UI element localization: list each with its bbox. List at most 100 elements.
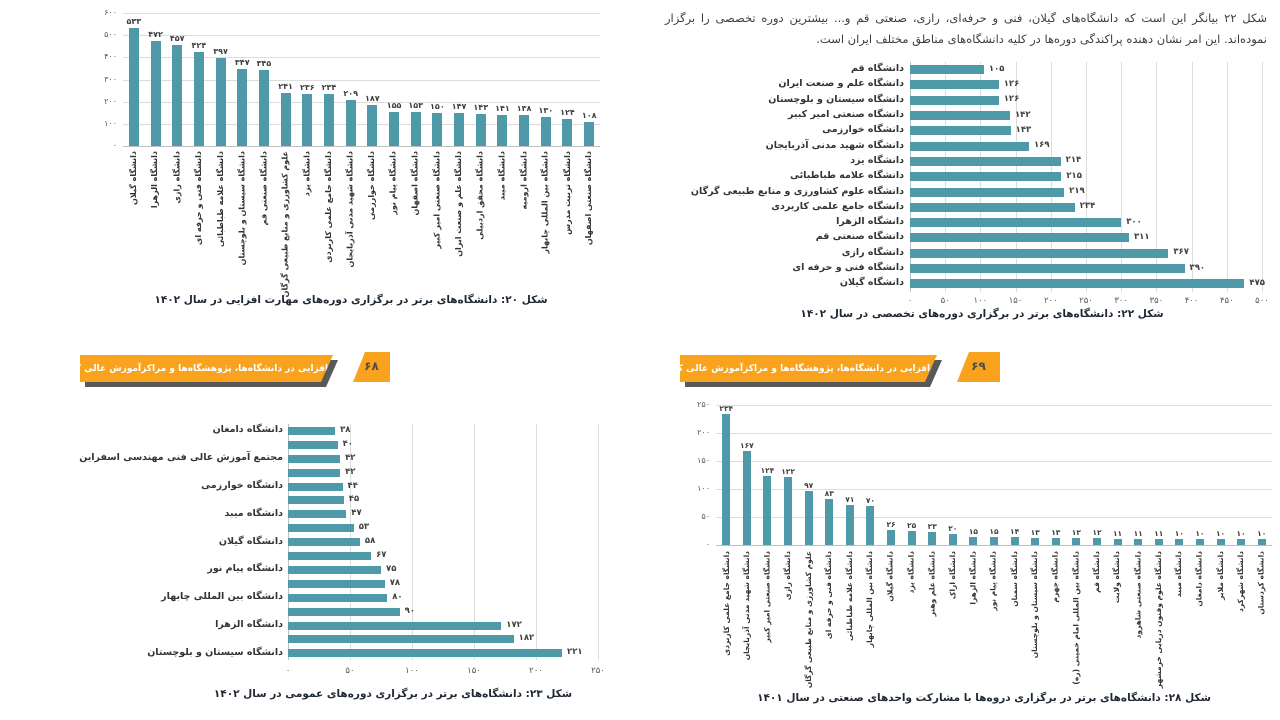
page-banner-right: مهارت‌افزایی در دانشگاه‌ها، پژوهشگاه‌ها …: [680, 352, 1002, 386]
category-label: دانشگاه شهرکرد: [1236, 551, 1246, 612]
gridline: [123, 146, 600, 147]
bar: [969, 536, 978, 545]
bar-value-label: ۲۰۹: [343, 88, 358, 98]
bar: [172, 44, 183, 146]
bar: [475, 114, 486, 146]
bar: [1154, 538, 1163, 545]
intro-paragraph: شکل ۲۲ بیانگر این است که دانشگاه‌های گیل…: [665, 11, 1267, 47]
figure-22-caption: شکل ۲۲: دانشگاه‌های برتر در برگزاری دوره…: [800, 308, 1164, 320]
category-label: دانشگاه یزد: [302, 151, 312, 197]
x-axis-tick-label: ۲۰۰: [529, 666, 543, 676]
bar-value-label: ۱۰: [1195, 529, 1205, 539]
bar-value-label: ۱۰۵: [988, 63, 1005, 74]
x-axis-tick-label: ۴۵۰: [1219, 296, 1234, 306]
bar: [845, 505, 854, 545]
bar-value-label: ۱۴: [1010, 527, 1020, 537]
bar-value-label: ۱۷۲: [506, 619, 522, 630]
bar-value-label: ۱۱: [1133, 528, 1143, 538]
bar: [288, 510, 347, 519]
category-label: دانشگاه بین المللی چابهار: [161, 591, 283, 603]
y-axis-tick-label: ۰: [705, 540, 710, 549]
bar: [288, 593, 388, 602]
page-number-box: ۶۹: [957, 352, 1000, 382]
page-number: ۶۸: [364, 359, 379, 373]
category-label: دانشگاه ارومیه: [519, 151, 529, 210]
gridline: [1191, 62, 1193, 292]
figure-23: ۰ ۵۰ ۱۰۰ ۱۵۰ ۲۰۰ ۲۵۰ دانشگاه دامغان ۳۸ ۴۰ مجتمع آ…: [79, 424, 608, 720]
bar-value-label: ۴۷۵: [1249, 277, 1265, 288]
bar: [742, 451, 751, 545]
bar: [288, 565, 381, 574]
bar-value-label: ۷۱: [845, 495, 855, 505]
category-label: دانشگاه گیلان: [886, 551, 896, 602]
x-axis-tick-label: ۳۰۰: [1114, 296, 1129, 306]
y-axis-tick-label: ۱۰۰: [697, 484, 710, 493]
category-label: دانشگاه صنعتی قم: [815, 231, 904, 243]
bar-value-label: ۱۲: [1092, 528, 1102, 538]
bar: [345, 99, 356, 146]
gridline: [536, 424, 537, 661]
bar: [562, 118, 573, 146]
bar-value-label: ۱۸۷: [365, 93, 380, 103]
category-label: دانشگاه تربیت مدرس: [562, 151, 572, 235]
x-axis-tick-label: ۰: [907, 296, 913, 306]
bar: [1092, 538, 1101, 545]
category-label: دانشگاه رازی: [841, 246, 904, 258]
bar-value-label: ۸۳: [824, 488, 834, 498]
figure-22: ۰ ۵۰ ۱۰۰ ۱۵۰ ۲۰۰ ۲۵۰ ۳۰۰ ۳۵۰ ۴۰۰ ۴۵۰ ۵۰۰ دانشگاه قم…: [688, 60, 1276, 335]
category-label: دانشگاه سیستان و بلوچستان: [237, 151, 247, 266]
bar: [910, 95, 999, 105]
bar-value-label: ۳۰۰: [1126, 216, 1142, 227]
bar-value-label: ۱۰: [1174, 529, 1184, 539]
category-label: دانشگاه شهید مدنی آذربایجان: [765, 139, 904, 151]
category-label: علوم کشاورزی و منابع طبیعی گرگان: [803, 551, 813, 689]
bar: [288, 635, 514, 644]
y-axis-tick-label: ۲۵۰: [697, 400, 710, 409]
bar-value-label: ۹۷: [804, 480, 814, 490]
y-axis-tick-label: ۶۰۰: [104, 8, 117, 17]
bar-value-label: ۱۲۲: [781, 466, 795, 476]
x-axis-tick-label: ۵۰۰: [1255, 296, 1269, 306]
bar-value-label: ۵۸: [364, 536, 376, 547]
banner-title: مهارت‌افزایی در دانشگاه‌ها، پژوهشگاه‌ها …: [55, 363, 358, 374]
gridline: [716, 545, 1272, 546]
bar-value-label: ۱۲۶: [1003, 94, 1020, 105]
bar-value-label: ۱۴۱: [495, 103, 510, 113]
category-label: دانشگاه صنعتی اصفهان: [584, 151, 594, 246]
bar-value-label: ۱۲۴: [560, 107, 575, 117]
bar-value-label: ۱۵: [968, 526, 978, 536]
category-label: دانشگاه خوارزمی: [367, 151, 377, 220]
bar-value-label: ۳۹۷: [213, 46, 228, 56]
category-label: دانشگاه جامع علمی کاربردی: [721, 551, 731, 656]
bar-value-label: ۲۴۱: [278, 81, 293, 91]
x-axis-tick-label: ۲۵۰: [1079, 296, 1093, 306]
category-label: دانشگاه سیستان و بلوچستان: [1030, 551, 1040, 659]
bar: [128, 27, 139, 146]
banner-title-bar: مهارت‌افزایی در دانشگاه‌ها، پژوهشگاه‌ها …: [80, 355, 333, 382]
bar: [389, 111, 400, 146]
bar: [497, 114, 508, 146]
bar-value-label: ۱۴۳: [1015, 124, 1032, 135]
bar-value-label: ۳۱۱: [1133, 231, 1150, 242]
bar: [288, 454, 341, 463]
gridline: [716, 461, 1272, 462]
bar-value-label: ۳۸: [340, 424, 351, 435]
category-label: مجتمع آموزش عالی فنی مهندسی اسفراین: [79, 452, 283, 464]
category-label: دانشگاه قم: [1091, 551, 1101, 593]
figure-23-caption: شکل ۲۳: دانشگاه‌های برتر در برگزاری دوره…: [213, 688, 573, 700]
page-number-box: ۶۸: [353, 352, 390, 382]
bar: [288, 496, 344, 505]
category-label: دانشگاه بین المللی چابهار: [540, 151, 550, 254]
bar: [288, 552, 372, 561]
bar-value-label: ۱۱: [1112, 528, 1123, 538]
category-label: دانشگاه بین المللی چابهار: [865, 551, 875, 648]
bar: [1051, 537, 1060, 545]
bar-value-label: ۱۰۸: [581, 111, 597, 121]
bar-value-label: ۳۴۷: [234, 58, 250, 68]
y-axis-tick-label: ۴۰۰: [104, 52, 117, 62]
category-label: دانشگاه علامه طباطبائی: [844, 551, 854, 641]
category-label: دانشگاه اراک: [947, 551, 957, 600]
gridline: [716, 405, 1272, 406]
bar-value-label: ۷۸: [389, 577, 401, 588]
